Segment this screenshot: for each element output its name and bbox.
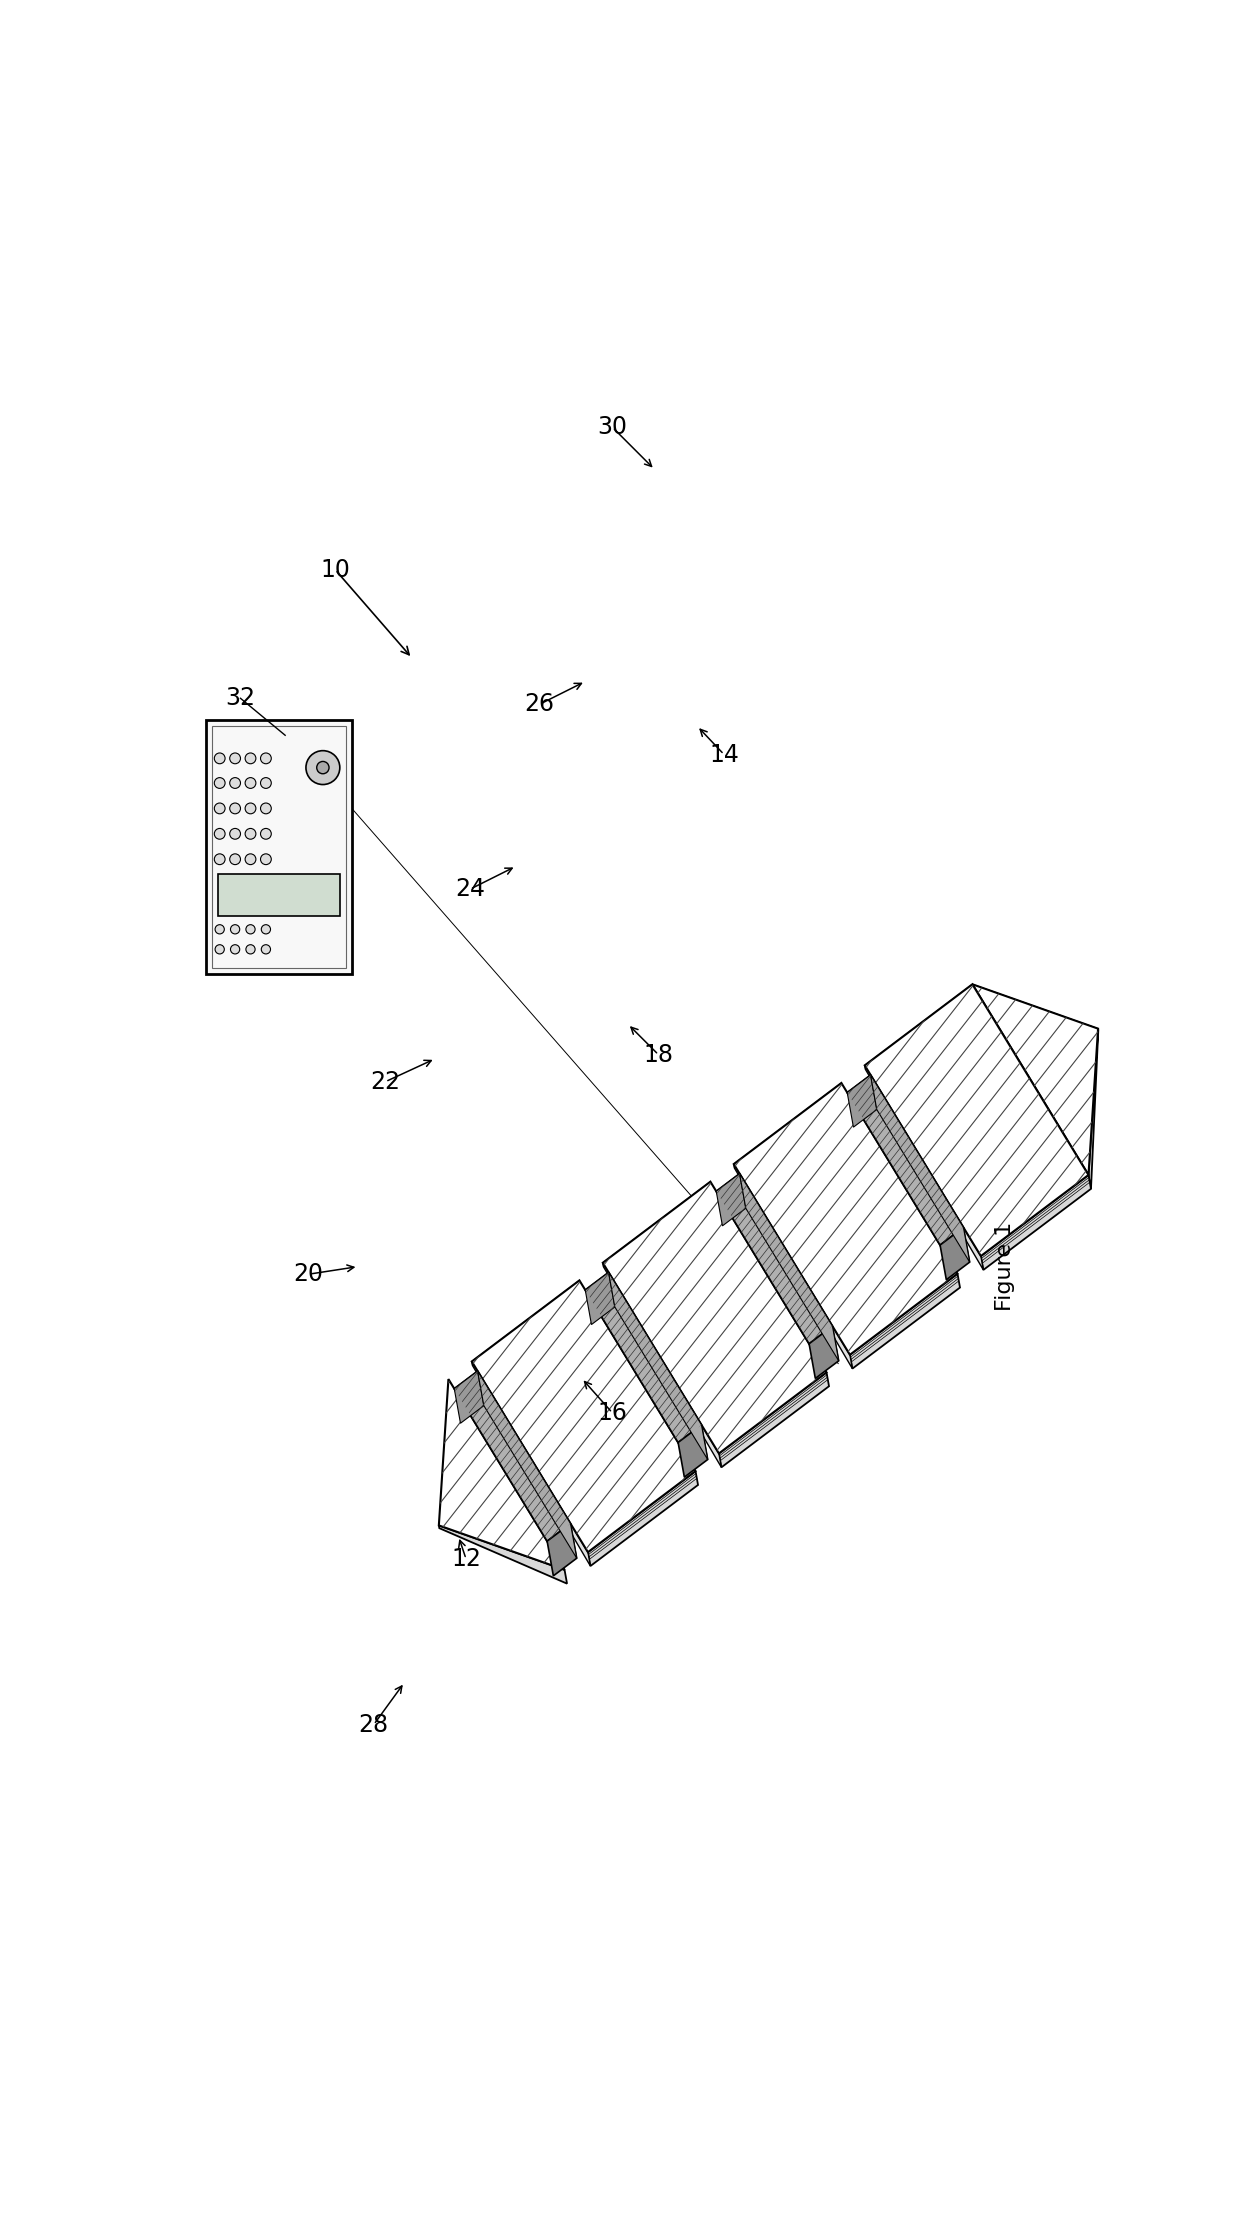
Polygon shape	[734, 1082, 842, 1168]
Circle shape	[260, 828, 272, 839]
Bar	[212, 726, 346, 967]
Circle shape	[246, 854, 255, 865]
Text: 24: 24	[455, 876, 485, 901]
Polygon shape	[717, 1173, 745, 1226]
Polygon shape	[477, 1372, 577, 1558]
Circle shape	[262, 925, 270, 934]
Circle shape	[316, 761, 329, 775]
Polygon shape	[603, 1182, 712, 1266]
Circle shape	[246, 803, 255, 814]
Polygon shape	[864, 1064, 983, 1270]
PathPatch shape	[972, 985, 1099, 1175]
Circle shape	[215, 828, 226, 839]
Polygon shape	[454, 1372, 570, 1540]
Circle shape	[229, 828, 241, 839]
Text: 16: 16	[598, 1401, 627, 1425]
PathPatch shape	[717, 1173, 832, 1343]
Polygon shape	[585, 1272, 615, 1326]
Polygon shape	[439, 1379, 564, 1569]
Bar	[206, 719, 352, 974]
Polygon shape	[972, 985, 1091, 1188]
Text: 26: 26	[525, 693, 554, 717]
Polygon shape	[847, 1076, 877, 1126]
Circle shape	[260, 752, 272, 763]
Text: 32: 32	[226, 686, 255, 710]
Polygon shape	[471, 1361, 590, 1567]
PathPatch shape	[585, 1272, 702, 1443]
Polygon shape	[808, 1326, 838, 1379]
Circle shape	[215, 777, 226, 788]
Polygon shape	[471, 1281, 580, 1365]
Polygon shape	[849, 1275, 960, 1368]
Text: Figure 1: Figure 1	[994, 1222, 1016, 1310]
Text: 28: 28	[358, 1713, 389, 1737]
Polygon shape	[609, 1272, 708, 1461]
Circle shape	[229, 777, 241, 788]
PathPatch shape	[847, 1076, 963, 1246]
Circle shape	[215, 945, 224, 954]
Text: 12: 12	[451, 1547, 481, 1571]
Circle shape	[262, 945, 270, 954]
Polygon shape	[734, 1082, 957, 1354]
Polygon shape	[1089, 1029, 1099, 1188]
Text: 22: 22	[371, 1069, 401, 1093]
Polygon shape	[603, 1264, 722, 1467]
PathPatch shape	[603, 1182, 827, 1454]
Circle shape	[231, 925, 239, 934]
Circle shape	[246, 945, 255, 954]
Circle shape	[246, 752, 255, 763]
PathPatch shape	[734, 1082, 957, 1354]
Polygon shape	[870, 1076, 970, 1261]
Circle shape	[229, 803, 241, 814]
Text: 10: 10	[320, 558, 350, 582]
PathPatch shape	[471, 1281, 696, 1551]
Polygon shape	[847, 1076, 963, 1246]
Polygon shape	[547, 1523, 577, 1576]
Polygon shape	[864, 985, 1089, 1257]
Polygon shape	[585, 1272, 702, 1443]
Polygon shape	[454, 1372, 484, 1423]
Polygon shape	[734, 1164, 852, 1368]
PathPatch shape	[864, 985, 1089, 1257]
Text: 18: 18	[644, 1042, 673, 1067]
Polygon shape	[864, 985, 973, 1069]
Polygon shape	[940, 1228, 970, 1279]
Polygon shape	[719, 1372, 830, 1467]
Polygon shape	[603, 1182, 827, 1454]
Polygon shape	[981, 1175, 1091, 1270]
PathPatch shape	[439, 1379, 564, 1569]
PathPatch shape	[454, 1372, 570, 1540]
Circle shape	[215, 752, 226, 763]
Bar	[218, 874, 340, 916]
Circle shape	[215, 925, 224, 934]
Circle shape	[215, 854, 226, 865]
Polygon shape	[972, 985, 1099, 1175]
Circle shape	[260, 777, 272, 788]
Polygon shape	[439, 1525, 567, 1585]
Circle shape	[246, 925, 255, 934]
Polygon shape	[471, 1281, 696, 1551]
Circle shape	[231, 945, 239, 954]
Text: 14: 14	[709, 744, 739, 766]
Circle shape	[229, 854, 241, 865]
Circle shape	[246, 777, 255, 788]
Polygon shape	[739, 1173, 838, 1361]
Circle shape	[306, 750, 340, 786]
Polygon shape	[588, 1472, 698, 1567]
Circle shape	[260, 854, 272, 865]
Circle shape	[246, 828, 255, 839]
Circle shape	[260, 803, 272, 814]
Polygon shape	[717, 1173, 832, 1343]
Circle shape	[229, 752, 241, 763]
Circle shape	[215, 803, 226, 814]
Text: 30: 30	[598, 416, 627, 438]
Text: 20: 20	[293, 1261, 324, 1286]
Polygon shape	[678, 1425, 708, 1476]
Polygon shape	[972, 985, 1099, 1029]
